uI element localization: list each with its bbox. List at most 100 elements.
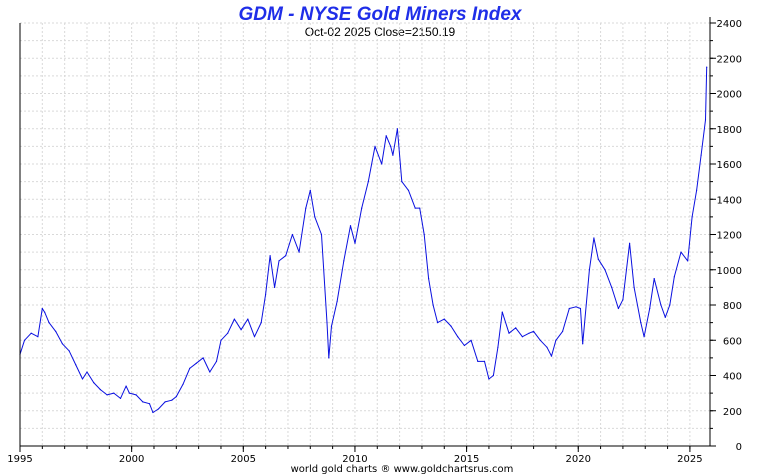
data-point xyxy=(93,382,95,384)
data-point xyxy=(182,383,184,385)
data-point xyxy=(119,397,122,399)
data-point xyxy=(61,343,64,345)
data-point xyxy=(669,304,671,306)
data-point xyxy=(501,311,503,313)
data-point xyxy=(582,343,584,345)
data-point xyxy=(314,216,316,218)
data-point xyxy=(202,357,204,359)
x-tick-label: 1995 xyxy=(7,454,32,465)
data-point xyxy=(622,299,624,301)
data-point xyxy=(704,119,707,121)
data-point xyxy=(497,346,499,348)
data-point xyxy=(611,286,613,288)
data-point xyxy=(488,378,490,380)
x-tick-label: 2000 xyxy=(119,454,144,465)
data-point xyxy=(629,242,631,244)
y-tick-label: 1200 xyxy=(717,231,742,242)
data-point xyxy=(528,332,530,334)
data-point xyxy=(320,233,323,236)
data-point xyxy=(432,304,434,306)
chart-subtitle: Oct-02 2025 Close=2150.19 xyxy=(305,25,456,39)
data-point xyxy=(664,316,666,318)
data-point xyxy=(457,336,459,338)
y-tick-label: 200 xyxy=(723,407,742,418)
y-tick-label: 400 xyxy=(723,372,742,383)
data-point xyxy=(381,163,383,165)
data-point xyxy=(515,327,517,329)
gridlines xyxy=(19,22,710,447)
data-point xyxy=(401,181,403,183)
y-tick-label: 2400 xyxy=(717,19,742,30)
data-point xyxy=(30,332,32,334)
data-point xyxy=(349,225,352,227)
y-tick-label: 1800 xyxy=(717,125,742,136)
data-point xyxy=(588,269,591,271)
data-point xyxy=(298,251,300,253)
data-point xyxy=(113,392,115,394)
y-tick-label: 800 xyxy=(723,301,742,312)
data-point xyxy=(278,260,280,262)
data-point xyxy=(579,307,582,310)
data-point xyxy=(48,322,50,324)
data-point xyxy=(407,189,410,191)
data-point xyxy=(195,362,197,364)
data-point xyxy=(575,306,577,308)
y-tick-label: 1600 xyxy=(717,160,742,171)
data-point xyxy=(128,392,130,394)
data-point xyxy=(142,401,144,403)
data-point xyxy=(463,344,465,347)
data-point xyxy=(533,330,535,332)
data-point xyxy=(450,325,452,327)
data-point xyxy=(443,318,445,320)
y-tick-label: 1400 xyxy=(717,195,742,206)
data-point xyxy=(539,339,541,341)
data-point xyxy=(106,394,108,396)
chart-title: GDM - NYSE Gold Miners Index xyxy=(239,4,523,25)
chart-credit: world gold charts ® www.goldchartsrus.co… xyxy=(291,464,514,475)
data-point xyxy=(157,408,159,410)
data-point xyxy=(643,336,645,338)
data-point xyxy=(260,322,262,324)
data-point xyxy=(437,322,439,324)
data-point xyxy=(55,330,57,332)
data-point xyxy=(477,360,479,362)
data-point xyxy=(175,396,177,398)
data-point xyxy=(680,251,682,253)
x-tick-label: 2010 xyxy=(342,454,367,465)
data-point xyxy=(414,207,416,209)
data-point xyxy=(593,237,595,239)
data-point xyxy=(44,311,46,313)
data-point xyxy=(328,357,330,359)
data-point xyxy=(354,242,356,244)
series-line xyxy=(19,67,708,413)
data-point xyxy=(305,207,307,209)
data-point xyxy=(215,360,218,362)
data-point xyxy=(617,307,620,310)
data-point xyxy=(247,318,249,320)
data-point xyxy=(75,364,77,366)
data-point xyxy=(521,336,524,338)
data-point xyxy=(326,322,328,324)
data-point xyxy=(253,336,256,338)
data-point xyxy=(23,339,26,341)
data-point xyxy=(550,355,553,357)
y-tick-label: 2200 xyxy=(717,54,742,65)
axes: 1995 2000 2005 2010 2015 2020 2025 0 200 400 600 80… xyxy=(7,17,742,465)
data-point xyxy=(291,233,293,236)
data-point xyxy=(673,276,675,278)
data-point xyxy=(696,189,698,191)
data-point xyxy=(419,207,421,209)
data-point xyxy=(164,401,166,403)
data-point xyxy=(492,374,494,377)
data-point xyxy=(336,300,338,303)
x-tick-label: 2025 xyxy=(677,454,702,465)
data-point xyxy=(220,339,222,341)
data-point xyxy=(396,128,398,130)
series-layer xyxy=(19,66,708,414)
y-tick-label: 0 xyxy=(736,442,742,453)
y-tick-label: 600 xyxy=(723,336,742,347)
data-point xyxy=(706,66,708,68)
data-point xyxy=(604,269,606,271)
data-point xyxy=(227,332,229,334)
